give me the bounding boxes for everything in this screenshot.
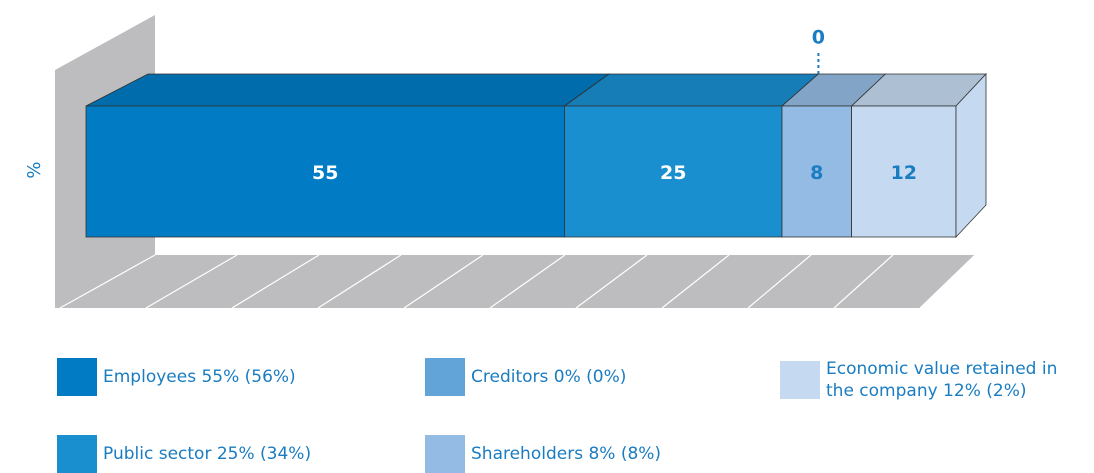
grid xyxy=(59,254,976,309)
legend-label: Shareholders 8% (8%) xyxy=(471,444,662,464)
grid-line xyxy=(833,254,894,309)
grid-line xyxy=(489,254,566,309)
grid-line xyxy=(59,254,156,309)
legend-item: Creditors 0% (0%) xyxy=(425,358,626,396)
legend-item: Economic value retained in the company 1… xyxy=(780,358,1086,402)
grid-line xyxy=(231,254,320,309)
legend-item: Employees 55% (56%) xyxy=(57,358,296,396)
legend-swatch xyxy=(57,358,97,396)
grid-line xyxy=(919,254,976,309)
grid-line xyxy=(575,254,648,309)
legend-label: Economic value retained in the company 1… xyxy=(826,359,1058,401)
grid-line xyxy=(661,254,730,309)
bar-top-shade xyxy=(86,74,609,106)
grid-line xyxy=(747,254,812,309)
floor xyxy=(55,255,975,308)
y-axis-label: % xyxy=(24,161,45,178)
legend-swatch xyxy=(57,435,97,473)
bar-top-shade xyxy=(564,74,819,106)
grid-line xyxy=(317,254,402,309)
bars: 55 25 0 8 12 xyxy=(85,27,987,239)
bar-top-shade xyxy=(851,74,986,106)
value-label: 12 xyxy=(891,162,917,184)
bar xyxy=(85,105,565,238)
bar xyxy=(851,105,957,238)
grid-line xyxy=(403,254,484,309)
legend-swatch xyxy=(780,361,820,399)
bar xyxy=(564,105,783,238)
value-label: 0 xyxy=(812,27,825,49)
value-label: 8 xyxy=(810,162,823,184)
legend-label: Public sector 25% (34%) xyxy=(103,444,312,464)
legend-item: Shareholders 8% (8%) xyxy=(425,435,661,473)
bar xyxy=(781,105,852,238)
legend-swatch xyxy=(425,358,465,396)
grid-line xyxy=(145,254,238,309)
legend-item: Public sector 25% (34%) xyxy=(57,435,311,473)
legend-label: Employees 55% (56%) xyxy=(103,367,296,387)
bar-side xyxy=(955,72,987,239)
value-label: 25 xyxy=(660,162,686,184)
legend-label: Creditors 0% (0%) xyxy=(471,367,627,387)
legend-swatch xyxy=(425,435,465,473)
value-label: 55 xyxy=(312,162,338,184)
